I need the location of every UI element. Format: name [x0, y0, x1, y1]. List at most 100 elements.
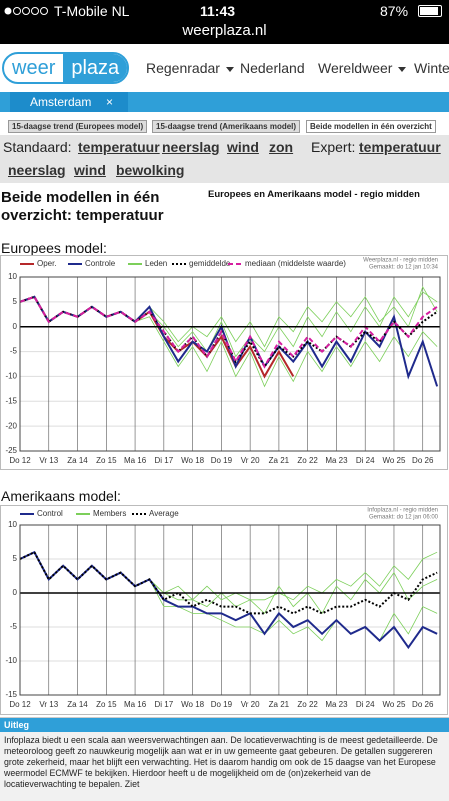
annotation: Weerplaza.nl - regio midden [363, 258, 438, 264]
y-tick-label: 0 [13, 322, 18, 331]
y-tick-label: -25 [5, 446, 17, 455]
x-tick-label: Do 19 [211, 700, 233, 709]
x-tick-label: Do 19 [211, 456, 233, 465]
x-tick-label: Do 26 [412, 700, 434, 709]
y-tick-label: -15 [5, 396, 17, 405]
explanation-title: Uitleg [0, 718, 449, 732]
x-tick-label: Za 14 [67, 456, 88, 465]
chart-title: Amerikaans model: [1, 488, 121, 504]
carrier: T-Mobile NL [54, 3, 130, 19]
x-tick-label: Di 24 [356, 456, 375, 465]
link[interactable]: temperatuur [359, 139, 441, 155]
x-tick-label: Wo 18 [181, 456, 205, 465]
close-icon[interactable]: × [106, 95, 114, 109]
nav-label: Regenradar [146, 60, 220, 76]
link[interactable]: temperatuur [78, 139, 160, 155]
link[interactable]: wind [227, 139, 259, 155]
nav-item[interactable]: Regenradar [146, 60, 234, 76]
x-tick-label: Di 24 [356, 700, 375, 709]
chart-frame [0, 505, 448, 715]
y-tick-label: -5 [10, 622, 18, 631]
explanation-text: Infoplaza biedt u een scala aan weersver… [4, 735, 438, 789]
page-subtitle: Europees en Amerikaans model - regio mid… [208, 189, 420, 200]
legend-label: gemiddelde [189, 259, 231, 268]
tab[interactable]: Beide modellen in één overzicht [306, 120, 436, 133]
link[interactable]: neerslag [8, 162, 66, 178]
location: Amsterdam [30, 95, 92, 109]
tab[interactable]: 15-daagse trend (Amerikaans model) [152, 120, 301, 133]
nav-item[interactable]: Nederland [240, 60, 305, 76]
chart: -15 -10 -5 0 5 10 Do 12 Vr 13 Za 14 Zo 15 Ma 16 Di … [0, 505, 448, 715]
legend-label: mediaan (middelste waarde) [245, 259, 346, 268]
y-tick-label: -15 [5, 690, 17, 699]
nav-item[interactable]: Winter [414, 60, 449, 76]
link[interactable]: wind [74, 162, 106, 178]
page-title: Beide modellen in één overzicht: tempera… [1, 189, 164, 224]
y-tick-label: -10 [5, 656, 17, 665]
y-tick-label: -20 [5, 421, 17, 430]
x-tick-label: Do 12 [9, 700, 31, 709]
x-tick-label: Za 14 [67, 700, 88, 709]
legend-label: Leden [145, 259, 167, 268]
y-tick-label: 10 [8, 520, 17, 529]
x-tick-label: Vr 20 [241, 700, 260, 709]
series-line [19, 550, 438, 615]
x-tick-label: Za 21 [269, 700, 290, 709]
y-tick-label: 5 [13, 297, 18, 306]
x-tick-label: Za 21 [269, 456, 290, 465]
chart: -25 -20 -15 -10 -5 0 5 10 Do 12 Vr 13 Za 14 Zo 15 Ma… [0, 255, 448, 470]
links: Standaard: temperatuur neerslag wind zon… [0, 135, 449, 183]
logo[interactable]: weer plaza [2, 52, 130, 84]
battery-icon [418, 5, 442, 17]
battery: 87% [380, 3, 409, 19]
y-tick-label: 5 [13, 554, 18, 563]
y-tick-label: 10 [8, 272, 17, 281]
explanation: Uitleg Infoplaza biedt u een scala aan w… [0, 717, 449, 801]
link-label: Standaard: [3, 139, 72, 155]
legend-label: Control [37, 509, 63, 518]
tabs: 15-daagse trend (Europees model) 15-daag… [0, 118, 449, 135]
x-tick-label: Zo 15 [96, 700, 117, 709]
nav-label: Nederland [240, 60, 305, 76]
x-tick-label: Ma 23 [325, 700, 348, 709]
link[interactable]: bewolking [116, 162, 185, 178]
nav-bar: weer plaza Regenradar Nederland Wereldwee… [0, 44, 449, 93]
y-tick-label: -10 [5, 372, 17, 381]
chart-frame [0, 255, 448, 470]
x-tick-label: Do 12 [9, 456, 31, 465]
series-line [19, 295, 438, 369]
url-bar[interactable]: weerplaza.nl [0, 22, 449, 44]
annotation: Gemaakt: do 12 jan 10:34 [369, 265, 439, 271]
legend-label: Average [149, 509, 179, 518]
series-line [19, 295, 438, 369]
series-line [19, 550, 438, 650]
annotation: Gemaakt: do 12 jan 06:00 [369, 515, 439, 521]
nav-item[interactable]: Wereldweer [318, 60, 407, 76]
nav-label: Wereldweer [318, 60, 393, 76]
location-tab[interactable]: Amsterdam × [10, 92, 128, 112]
y-tick-label: 0 [13, 588, 18, 597]
x-tick-label: Zo 22 [297, 456, 318, 465]
tab[interactable]: 15-daagse trend (Europees model) [8, 120, 148, 133]
x-tick-label: Wo 25 [382, 700, 406, 709]
chart-title: Europees model: [1, 240, 107, 256]
link[interactable]: zon [269, 139, 294, 155]
signal-icon [4, 7, 48, 15]
annotation: Infoplaza.nl - regio midden [367, 508, 438, 514]
plot-border [19, 524, 441, 696]
x-tick-label: Vr 20 [241, 456, 260, 465]
link[interactable]: neerslag [162, 139, 220, 155]
link-label: Expert: [311, 139, 356, 155]
location-bar: Amsterdam × [0, 92, 449, 112]
x-tick-label: Vr 13 [39, 456, 58, 465]
x-tick-label: Zo 22 [297, 700, 318, 709]
x-tick-label: Di 17 [154, 700, 173, 709]
x-tick-label: Di 17 [154, 456, 173, 465]
x-tick-label: Ma 23 [325, 456, 348, 465]
url: weerplaza.nl [182, 22, 267, 39]
logo-left: weer [12, 57, 56, 79]
x-tick-label: Ma 16 [124, 456, 147, 465]
x-tick-label: Ma 16 [124, 700, 147, 709]
nav-label: Winter [414, 60, 449, 76]
